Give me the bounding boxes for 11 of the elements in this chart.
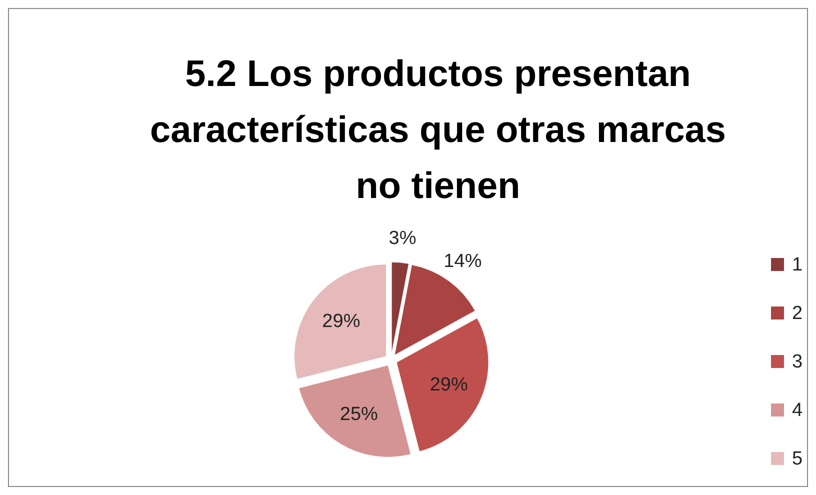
data-label: 29%: [430, 374, 468, 396]
legend-label: 3: [792, 352, 803, 372]
data-label: 14%: [444, 250, 482, 272]
data-label: 3%: [388, 228, 416, 250]
legend-label: 4: [792, 400, 803, 421]
data-label: 29%: [322, 310, 360, 332]
legend-label: 2: [792, 303, 803, 324]
data-label: 25%: [340, 404, 378, 425]
chart-title: 5.2 Los productos presentan características que otras marcas no tienen: [150, 53, 726, 206]
legend-label: 5: [792, 448, 803, 470]
legend-label: 1: [792, 254, 803, 276]
